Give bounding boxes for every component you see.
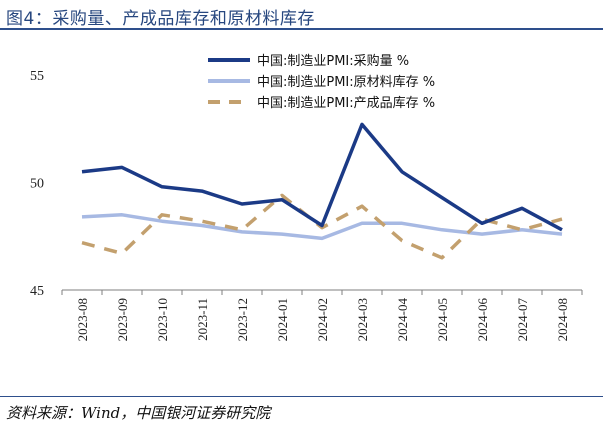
x-tick-label: 2024-07 [515, 298, 530, 342]
legend-label-finished-goods: 中国:制造业PMI:产成品库存 % [257, 95, 435, 111]
x-tick-label: 2024-02 [315, 298, 330, 341]
source-note: 资料来源：Wind，中国银河证券研究院 [6, 404, 271, 422]
x-tick-label: 2023-09 [115, 298, 130, 341]
y-tick-label: 55 [30, 69, 44, 84]
x-tick-label: 2023-12 [235, 298, 250, 341]
legend: 中国:制造业PMI:采购量 % 中国:制造业PMI:原材料库存 % 中国:制造业… [208, 53, 435, 111]
y-tick-label: 45 [30, 284, 44, 299]
y-axis: 45 50 55 [30, 69, 44, 299]
series-line-purchase [81, 122, 563, 232]
y-tick-label: 50 [30, 177, 44, 192]
x-tick-label: 2024-06 [475, 298, 490, 342]
series-line-finished-goods [81, 193, 563, 260]
x-tick-label: 2024-08 [555, 298, 570, 341]
figure-title: 图4：采购量、产成品库存和原材料库存 [0, 0, 603, 30]
x-tick-label: 2023-08 [75, 298, 90, 341]
series-line-raw-material [81, 213, 563, 241]
x-tick-label: 2024-01 [275, 298, 290, 341]
x-tick-label: 2023-10 [155, 298, 170, 341]
x-tick-label: 2024-05 [435, 298, 450, 341]
series-lines [81, 122, 563, 260]
footer-divider [0, 396, 603, 397]
x-tick-label: 2024-04 [395, 298, 410, 342]
x-tick-label: 2024-03 [355, 298, 370, 341]
x-axis: 2023-08 2023-09 2023-10 2023-11 2023-12 2024-… [61, 289, 583, 342]
x-tick-label: 2023-11 [195, 298, 210, 341]
legend-label-raw-material: 中国:制造业PMI:原材料库存 % [257, 74, 435, 90]
legend-label-purchase: 中国:制造业PMI:采购量 % [257, 53, 409, 69]
